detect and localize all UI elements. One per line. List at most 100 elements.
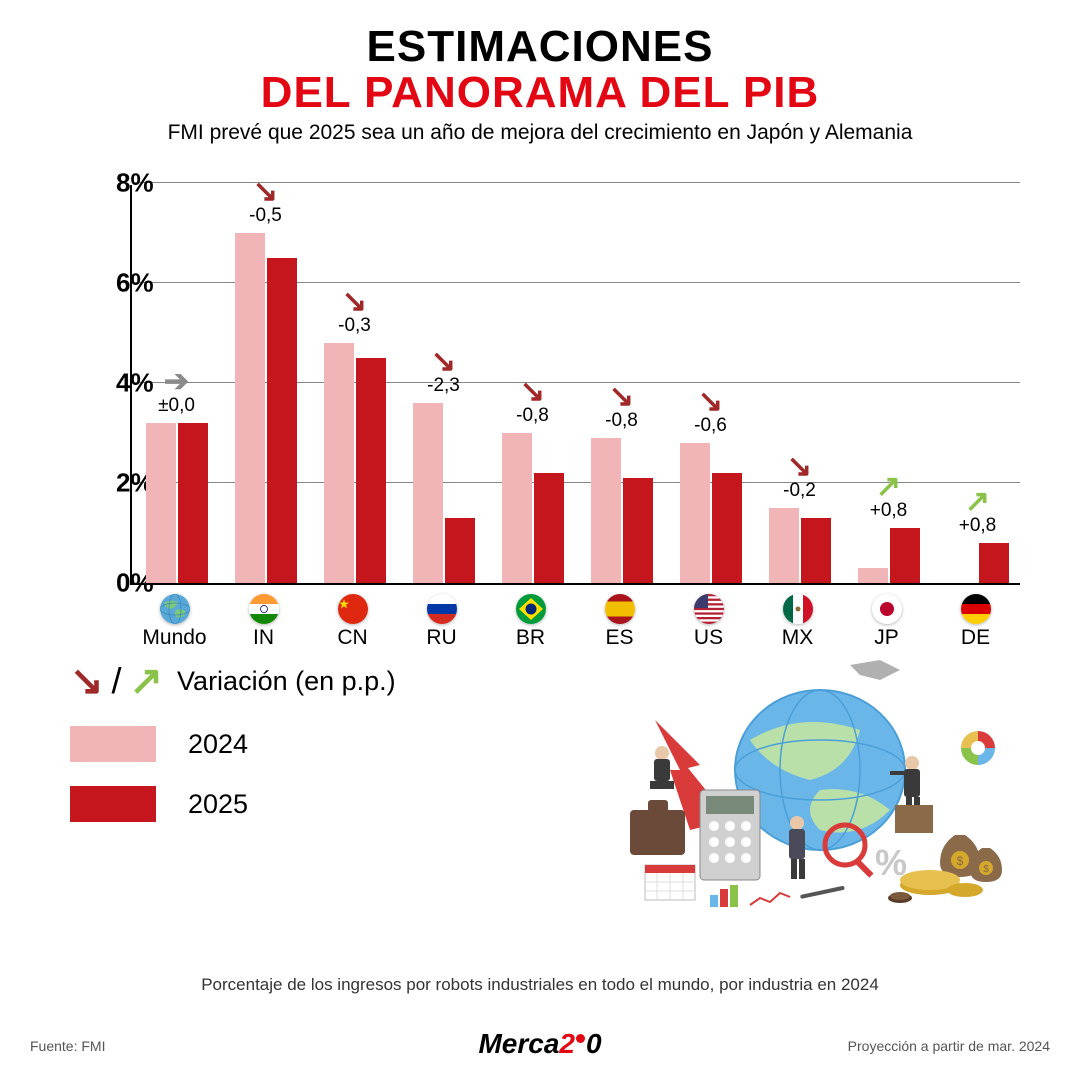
delta-value: -0,3 — [310, 315, 400, 337]
country-code: RU — [397, 626, 487, 650]
delta-value: +0,8 — [933, 515, 1023, 537]
bar-group: ↗+0,8 — [854, 185, 924, 583]
x-axis-label: RU — [397, 590, 487, 650]
swatch-2024 — [70, 726, 156, 762]
plot-area: 0%2%4%6%8%➔±0,0↘-0,5↘-0,3↘-2,3↘-0,8↘-0,8… — [130, 185, 1020, 585]
country-code: CN — [308, 626, 398, 650]
bar-2024 — [858, 568, 888, 583]
delta-value: +0,8 — [844, 500, 934, 522]
delta-annotation: ↘-0,8 — [577, 382, 667, 432]
delta-value: ±0,0 — [132, 395, 222, 417]
arrow-down-icon: ↘ — [70, 661, 104, 701]
bar-2024 — [413, 403, 443, 583]
delta-annotation: ↘-0,6 — [666, 387, 756, 437]
flag-icon — [694, 594, 724, 624]
swatch-2025 — [70, 786, 156, 822]
delta-value: -2,3 — [399, 375, 489, 397]
flag-icon — [516, 594, 546, 624]
flag-icon — [160, 594, 190, 624]
x-axis-label: US — [664, 590, 754, 650]
bar-group: ↘-0,8 — [587, 185, 657, 583]
x-axis-label: IN — [219, 590, 309, 650]
subtitle: FMI prevé que 2025 sea un año de mejora … — [50, 121, 1030, 145]
delta-arrow-icon: ↘ — [342, 287, 367, 317]
delta-arrow-icon: ↘ — [787, 452, 812, 482]
x-axis-label: DE — [931, 590, 1021, 650]
bar-group: ↘-0,3 — [320, 185, 390, 583]
country-code: MX — [753, 626, 843, 650]
legend-variation-label: Variación (en p.p.) — [177, 666, 396, 697]
bar-2024 — [769, 508, 799, 583]
bar-2024 — [235, 233, 265, 583]
svg-text:$: $ — [983, 864, 989, 875]
bar-2025 — [890, 528, 920, 583]
delta-arrow-icon: ↘ — [609, 382, 634, 412]
flag-icon — [961, 594, 991, 624]
delta-annotation: ↘-0,3 — [310, 287, 400, 337]
x-axis-label: BR — [486, 590, 576, 650]
delta-value: -0,2 — [755, 480, 845, 502]
y-tick-label: 8% — [116, 168, 124, 199]
svg-text:%: % — [875, 842, 907, 883]
bar-group: ↘-0,2 — [765, 185, 835, 583]
legend-slash: / — [112, 660, 122, 702]
flag-icon — [872, 594, 902, 624]
decorative-illustration: $ $ % — [570, 650, 1010, 910]
flag-icon — [249, 594, 279, 624]
bar-2024 — [146, 423, 176, 583]
delta-arrow-icon: ↘ — [253, 177, 278, 207]
brand-dot-icon — [576, 1034, 585, 1043]
bar-2024 — [591, 438, 621, 583]
delta-value: -0,5 — [221, 205, 311, 227]
country-code: IN — [219, 626, 309, 650]
legend-2024-label: 2024 — [188, 729, 248, 760]
delta-annotation: ➔±0,0 — [132, 367, 222, 417]
delta-value: -0,6 — [666, 415, 756, 437]
x-axis-label: ES — [575, 590, 665, 650]
title-line-2: DEL PANORAMA DEL PIB — [50, 71, 1030, 115]
country-code: BR — [486, 626, 576, 650]
delta-arrow-icon: ↘ — [698, 387, 723, 417]
delta-value: -0,8 — [577, 410, 667, 432]
flag-icon — [783, 594, 813, 624]
bar-group: ↗+0,8 — [943, 185, 1013, 583]
delta-value: -0,8 — [488, 405, 578, 427]
delta-arrow-icon: ↗ — [965, 487, 990, 517]
country-code: US — [664, 626, 754, 650]
flag-icon — [338, 594, 368, 624]
delta-arrow-icon: ↘ — [431, 347, 456, 377]
bar-2025 — [534, 473, 564, 583]
delta-annotation: ↘-2,3 — [399, 347, 489, 397]
bar-2025 — [267, 258, 297, 583]
brand-text-3: 0 — [586, 1028, 602, 1059]
legend-2025: 2025 — [70, 786, 396, 822]
bar-group: ↘-0,8 — [498, 185, 568, 583]
arrow-up-icon: ↗ — [130, 661, 164, 701]
svg-text:$: $ — [957, 854, 964, 868]
flag-icon — [605, 594, 635, 624]
bar-2025 — [178, 423, 208, 583]
country-code: Mundo — [130, 626, 220, 650]
country-code: JP — [842, 626, 932, 650]
brand-logo: Merca20 — [0, 1028, 1080, 1060]
bar-2025 — [445, 518, 475, 583]
bar-2024 — [680, 443, 710, 583]
x-axis-label: CN — [308, 590, 398, 650]
title-line-1: ESTIMACIONES — [50, 25, 1030, 69]
bar-2025 — [979, 543, 1009, 583]
footer-note: Porcentaje de los ingresos por robots in… — [0, 975, 1080, 995]
bar-2025 — [356, 358, 386, 583]
bar-group: ➔±0,0 — [142, 185, 212, 583]
legend-variation: ↘ / ↗ Variación (en p.p.) — [70, 660, 396, 702]
delta-arrow-icon: ↘ — [520, 377, 545, 407]
country-code: ES — [575, 626, 665, 650]
bar-2024 — [502, 433, 532, 583]
x-axis-label: MX — [753, 590, 843, 650]
delta-annotation: ↗+0,8 — [933, 487, 1023, 537]
bar-group: ↘-2,3 — [409, 185, 479, 583]
legend: ↘ / ↗ Variación (en p.p.) 2024 2025 — [70, 660, 396, 846]
y-tick-label: 4% — [116, 368, 124, 399]
brand-text-2: 2 — [559, 1028, 575, 1059]
y-tick-label: 2% — [116, 468, 124, 499]
legend-2025-label: 2025 — [188, 789, 248, 820]
